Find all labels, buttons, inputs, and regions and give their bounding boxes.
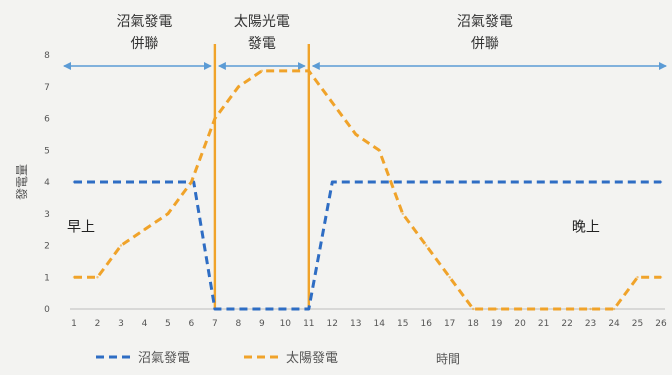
x-tick-label: 22 (561, 319, 572, 329)
phase-label-line1: 沼氣發電 (116, 14, 172, 30)
y-tick-label: 1 (44, 273, 50, 283)
x-tick-label: 16 (420, 319, 432, 329)
data-point (213, 117, 217, 120)
data-point (612, 307, 616, 311)
x-tick-label: 1 (71, 319, 77, 329)
y-tick-label: 6 (44, 115, 50, 125)
x-tick-label: 21 (538, 319, 549, 329)
legend-label: 太陽發電 (286, 351, 338, 366)
data-point (636, 276, 639, 279)
legend-item-1: 沼氣發電 (96, 351, 190, 366)
legend-item-2: 太陽發電 (244, 351, 338, 366)
data-point (213, 307, 217, 311)
x-tick-label: 9 (259, 319, 265, 329)
x-tick-label: 11 (303, 319, 314, 329)
data-point (448, 276, 451, 279)
y-tick-label: 5 (44, 146, 50, 156)
x-tick-label: 7 (212, 319, 218, 329)
x-tick-label: 6 (189, 319, 195, 329)
x-tick-label: 17 (444, 319, 455, 329)
y-tick-label: 3 (44, 210, 50, 220)
phase-label-line2: 併聯 (130, 36, 158, 52)
data-point (425, 244, 428, 247)
data-point (237, 85, 240, 88)
data-point (659, 276, 663, 279)
data-point (331, 180, 334, 184)
data-point (354, 133, 357, 136)
data-point (260, 69, 264, 73)
x-tick-label: 20 (514, 319, 526, 329)
y-tick-label: 7 (44, 83, 50, 93)
series-line-1 (74, 180, 661, 311)
x-tick-label: 13 (350, 319, 361, 329)
x-tick-label: 2 (95, 319, 101, 329)
data-point (166, 212, 170, 215)
data-point (471, 307, 475, 311)
data-point (119, 244, 123, 247)
phase-label-line2: 發電 (248, 36, 276, 52)
data-point (495, 307, 498, 311)
data-point (659, 180, 663, 184)
x-tick-label: 10 (280, 319, 292, 329)
data-point (565, 307, 569, 311)
x-tick-label: 14 (374, 319, 386, 329)
phase-dividers (213, 44, 310, 309)
data-point (518, 307, 522, 311)
legend-label: 沼氣發電 (138, 351, 190, 366)
data-point (307, 307, 310, 311)
x-tick-label: 5 (165, 319, 171, 329)
data-point (72, 180, 76, 184)
series-lines (72, 69, 663, 311)
x-tick-label: 26 (655, 319, 667, 329)
data-point (72, 276, 76, 279)
phase-label-line1: 沼氣發電 (457, 14, 513, 30)
x-tick-label: 4 (142, 319, 148, 329)
x-tick-label: 8 (235, 319, 241, 329)
data-point (307, 69, 310, 73)
series-line-2 (74, 69, 661, 311)
legend: 沼氣發電 太陽發電 (96, 351, 338, 366)
data-point (378, 149, 381, 152)
x-tick-label: 18 (467, 319, 479, 329)
y-tick-label: 8 (44, 51, 50, 61)
data-point (143, 228, 146, 231)
x-tick-label: 3 (118, 319, 124, 329)
annotations: 早上 晚上 (67, 219, 600, 235)
annotation-2: 晚上 (572, 219, 600, 235)
x-tick-label: 15 (397, 319, 408, 329)
x-tick-label: 23 (585, 319, 596, 329)
data-point (542, 307, 545, 311)
phase-label-line2: 併聯 (471, 36, 499, 52)
y-tick-label: 0 (44, 305, 50, 315)
x-tick-label: 12 (327, 319, 338, 329)
y-tick-label: 4 (44, 178, 50, 188)
y-tick-label: 2 (44, 242, 50, 252)
annotation-1: 早上 (67, 219, 95, 235)
x-tick-label: 25 (632, 319, 643, 329)
data-point (331, 101, 334, 104)
y-axis-title: 發電量 (14, 164, 29, 200)
data-point (589, 307, 592, 311)
data-point (401, 212, 404, 215)
data-point (190, 180, 193, 184)
x-tick-label: 24 (608, 319, 620, 329)
phase-label-line1: 太陽光電 (234, 14, 290, 30)
x-axis-title: 時間 (436, 352, 460, 366)
data-point (96, 276, 99, 279)
data-point (284, 69, 287, 73)
x-tick-label: 19 (491, 319, 503, 329)
